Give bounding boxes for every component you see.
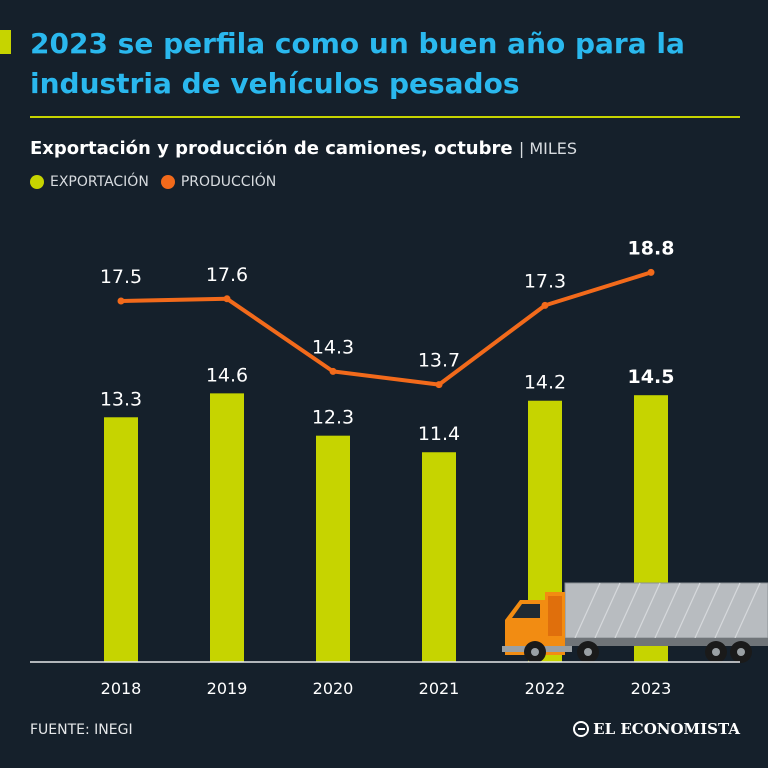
bar-exportacion-2020 bbox=[316, 435, 350, 662]
page-title: 2023 se perfila como un buen año para la… bbox=[30, 27, 685, 100]
bar-exportacion-2019 bbox=[210, 393, 244, 662]
brand-logo: EL ECONOMISTA bbox=[573, 720, 740, 738]
x-tick-labels: 2018 2019 2020 2021 2022 2023 bbox=[101, 679, 672, 698]
line-label-2023: 18.8 bbox=[628, 237, 675, 259]
title-accent-bar bbox=[0, 30, 11, 54]
line-label-2020: 14.3 bbox=[312, 336, 354, 358]
x-tick-2019: 2019 bbox=[207, 679, 248, 698]
point-produccion-2022 bbox=[541, 301, 549, 309]
point-produccion-2020 bbox=[329, 367, 337, 375]
source-note: FUENTE: INEGI bbox=[30, 722, 133, 738]
production-line-layer bbox=[117, 268, 655, 389]
x-tick-2018: 2018 bbox=[101, 679, 142, 698]
bar-label-2023: 14.5 bbox=[628, 366, 675, 388]
point-produccion-2018 bbox=[117, 297, 125, 305]
bar-label-2021: 11.4 bbox=[418, 423, 460, 445]
bar-exportacion-2021 bbox=[422, 452, 456, 662]
data-labels-layer: 13.3 14.6 12.3 11.4 14.2 14.5 17.5 17.6 14.3 13.7… bbox=[100, 237, 675, 445]
bar-label-2019: 14.6 bbox=[206, 364, 248, 386]
brand-name: EL ECONOMISTA bbox=[593, 720, 740, 738]
x-tick-2021: 2021 bbox=[419, 679, 460, 698]
point-produccion-2019 bbox=[223, 295, 231, 303]
unit-label: | MILES bbox=[518, 139, 578, 158]
legend-item-production: PRODUCCIÓN bbox=[160, 174, 277, 190]
line-label-2022: 17.3 bbox=[524, 270, 566, 292]
line-label-2019: 17.6 bbox=[206, 264, 248, 286]
legend-dot-production bbox=[160, 175, 175, 189]
brand-icon bbox=[573, 721, 590, 737]
line-label-2021: 13.7 bbox=[418, 350, 460, 372]
chart-subtitle-text: Exportación y producción de camiones, oc… bbox=[30, 138, 513, 159]
point-produccion-2021 bbox=[435, 381, 443, 389]
bar-label-2020: 12.3 bbox=[312, 407, 354, 429]
legend: EXPORTACIÓN PRODUCCIÓN bbox=[30, 174, 288, 190]
chart-subtitle: Exportación y producción de camiones, oc… bbox=[30, 138, 577, 159]
production-line bbox=[120, 270, 652, 387]
x-tick-2022: 2022 bbox=[525, 679, 566, 698]
legend-label-export: EXPORTACIÓN bbox=[50, 174, 149, 190]
bar-label-2022: 14.2 bbox=[524, 372, 566, 394]
legend-dot-export bbox=[30, 175, 44, 189]
x-tick-2023: 2023 bbox=[631, 679, 672, 698]
truck-illustration bbox=[502, 582, 768, 663]
legend-label-production: PRODUCCIÓN bbox=[180, 174, 277, 190]
line-label-2018: 17.5 bbox=[100, 266, 142, 288]
bar-label-2018: 13.3 bbox=[100, 388, 142, 410]
x-tick-2020: 2020 bbox=[313, 679, 354, 698]
title-divider bbox=[30, 116, 740, 118]
legend-item-export: EXPORTACIÓN bbox=[30, 174, 149, 190]
bar-exportacion-2018 bbox=[104, 417, 138, 662]
point-produccion-2023 bbox=[647, 268, 655, 276]
